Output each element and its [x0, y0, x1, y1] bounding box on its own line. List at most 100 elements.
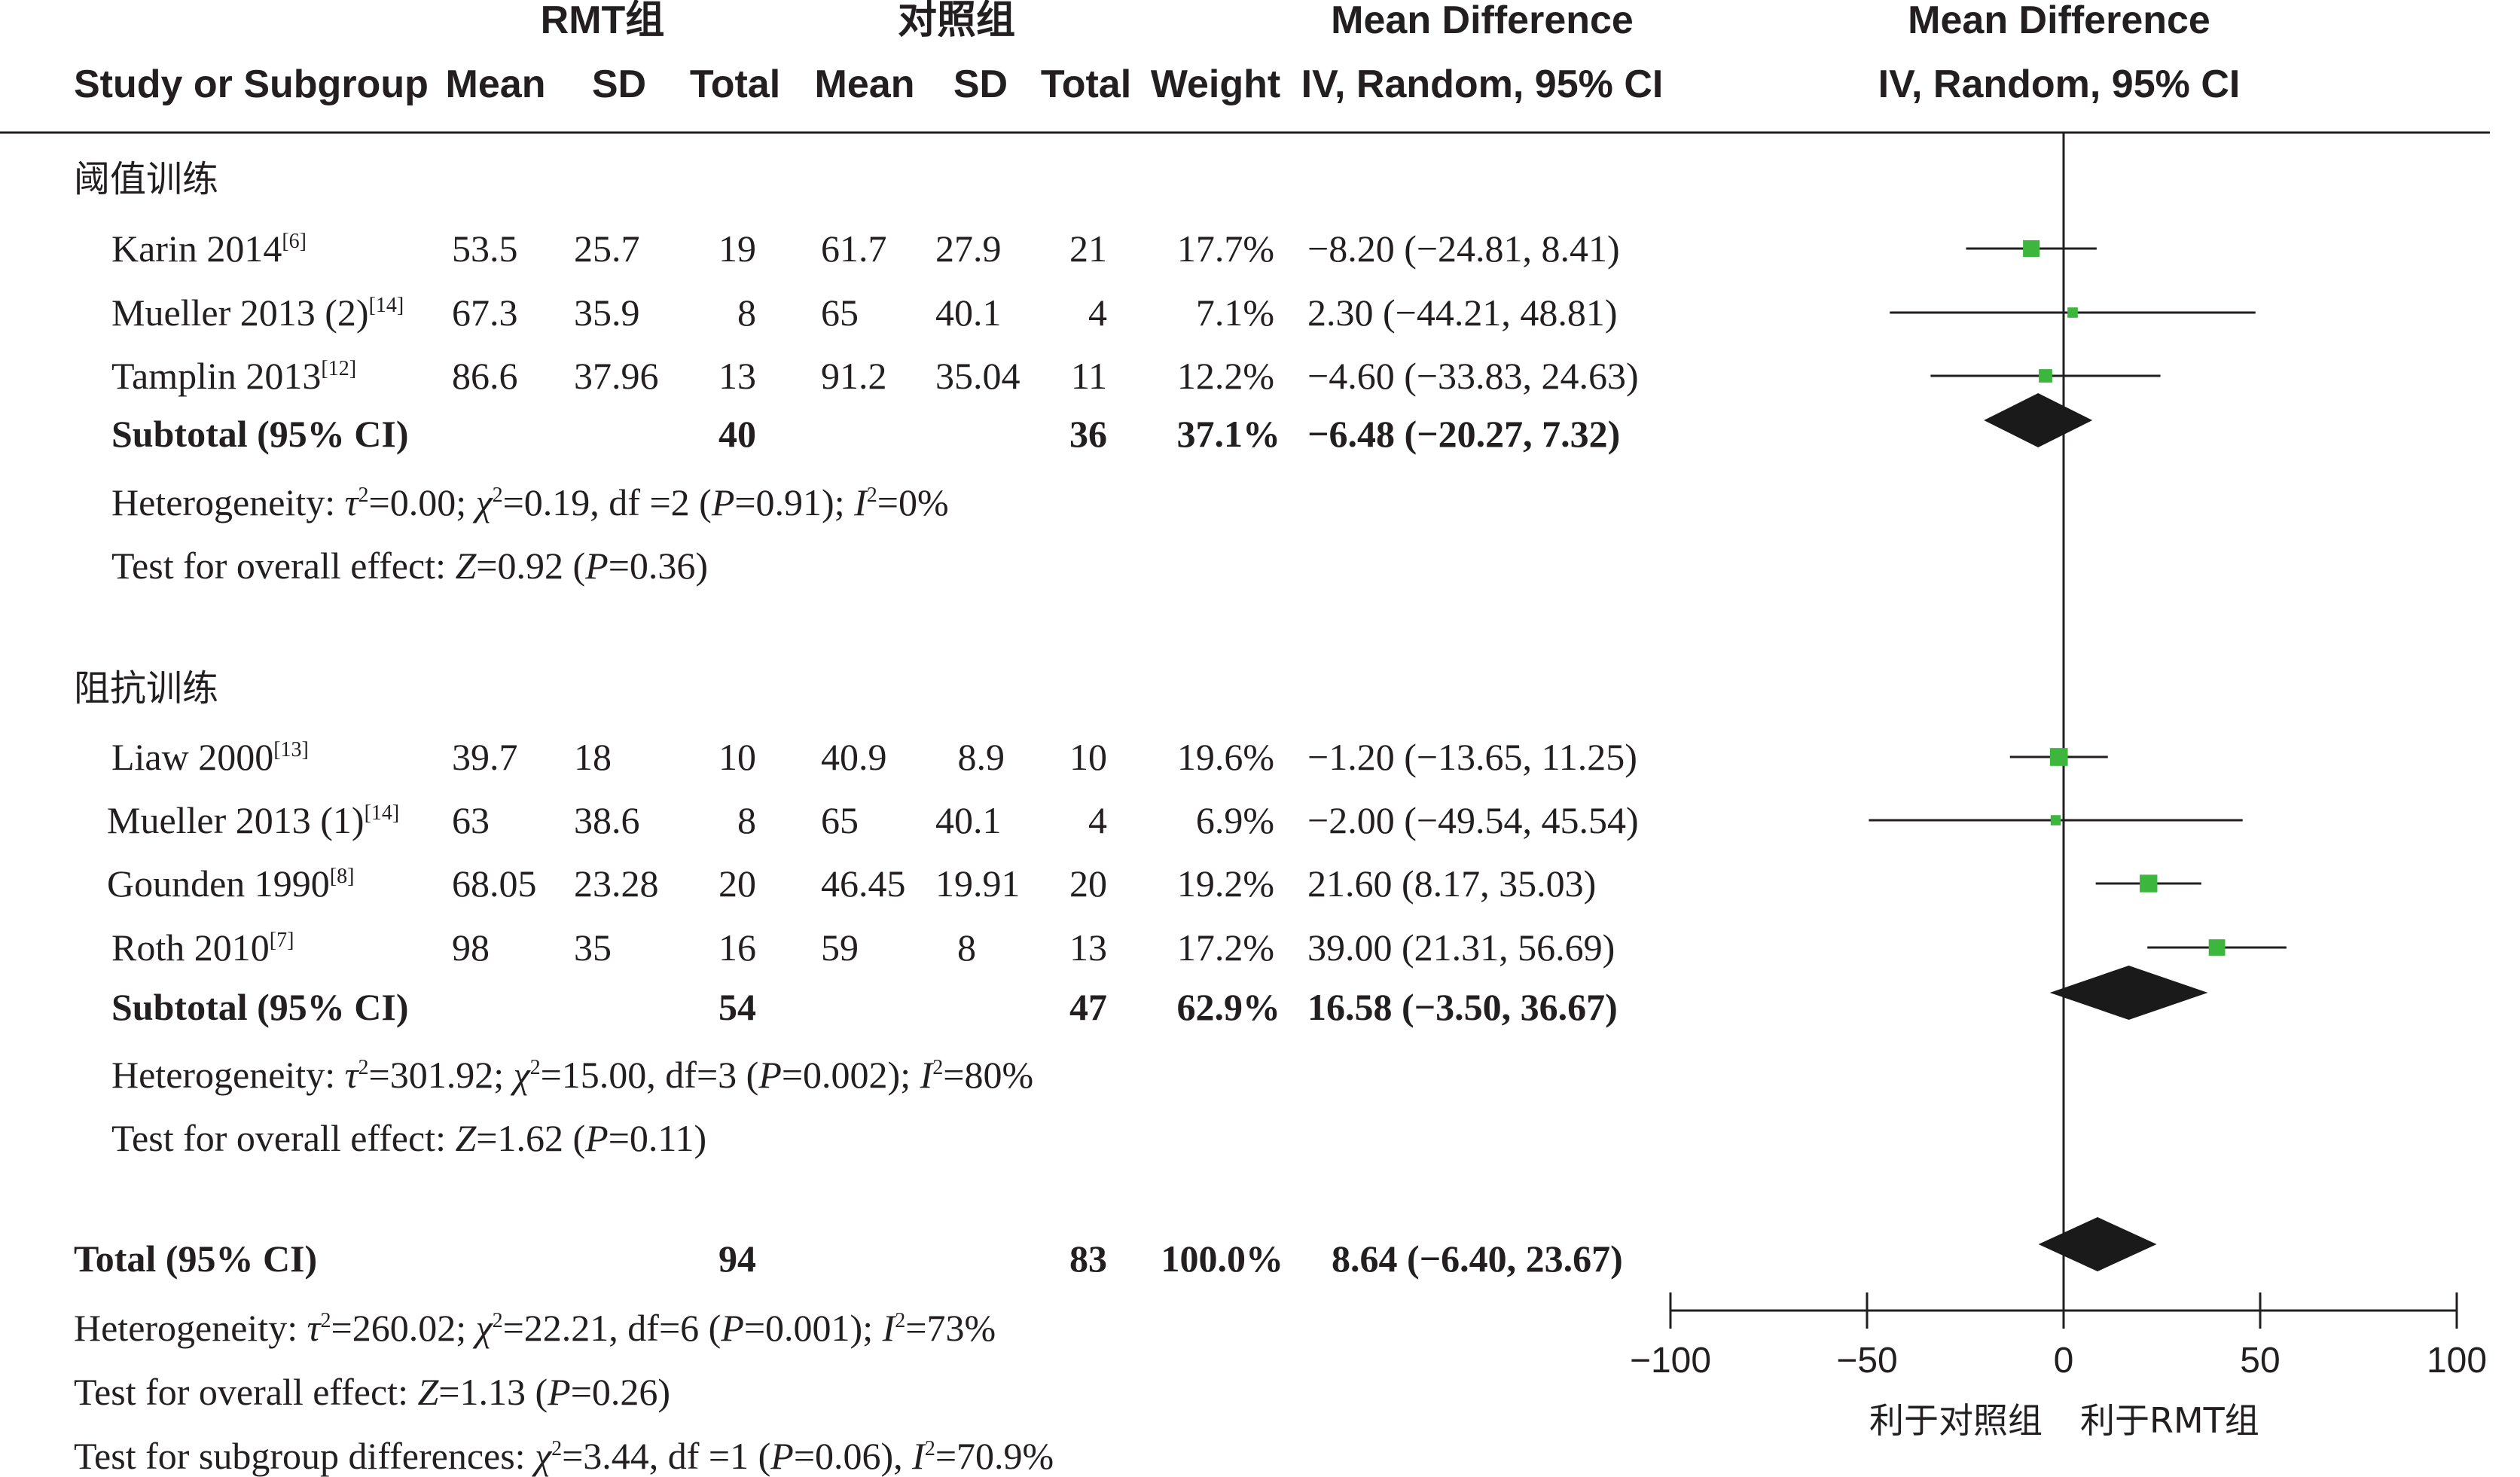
sd1-cell: 23.28: [574, 862, 659, 905]
mean1-cell: 68.05: [452, 862, 537, 905]
table-row: Roth 2010[7] 98 35 16 59 8 13 17.2% 39.0…: [111, 926, 1615, 969]
sd1-cell: 25.7: [574, 227, 640, 270]
ci-cell: 16.58 (−3.50, 36.67): [1307, 986, 1618, 1028]
weight-cell: 62.9%: [1177, 986, 1281, 1028]
heterogeneity-text: Heterogeneity: τ2=260.02; χ2=22.21, df=6…: [74, 1307, 996, 1349]
table-row: Mueller 2013 (2)[14] 67.3 35.9 8 65 40.1…: [111, 291, 1618, 334]
sd2-cell: 40.1: [935, 291, 1002, 334]
total2-cell: 4: [1088, 291, 1107, 334]
total2-cell: 83: [1069, 1237, 1107, 1280]
overall-effect-text: Test for overall effect: Z=0.92 (P=0.36): [111, 545, 708, 587]
study-effect-marker: [2050, 815, 2061, 825]
sd2-cell: 8.9: [958, 736, 1005, 778]
x-axis-tick-label: 100: [2427, 1341, 2487, 1381]
total1-cell: 13: [718, 355, 756, 397]
x-axis-tick-label: −50: [1836, 1341, 1897, 1381]
heterogeneity-text: Heterogeneity: τ2=301.92; χ2=15.00, df=3…: [111, 1054, 1033, 1096]
ci-cell: 8.64 (−6.40, 23.67): [1332, 1237, 1623, 1280]
sd1-cell: 37.96: [574, 355, 659, 397]
total1-cell: 20: [718, 862, 756, 905]
total2-cell: 11: [1071, 355, 1107, 397]
sd2-cell: 35.04: [935, 355, 1021, 397]
sd2-cell: 19.91: [935, 862, 1021, 905]
group2-title: 对照组: [898, 0, 1015, 42]
weight-cell: 17.2%: [1177, 926, 1274, 969]
total-section: Total (95% CI) 94 83 100.0% 8.64 (−6.40,…: [74, 1237, 1623, 1477]
study-label: Mueller 2013 (2)[14]: [111, 291, 404, 334]
col-header-plot: IV, Random, 95% CI: [1878, 63, 2241, 106]
table-row: Mueller 2013 (1)[14] 63 38.6 8 65 40.1 4…: [107, 799, 1639, 841]
pooled-effect-diamond: [2049, 966, 2208, 1020]
study-label: Tamplin 2013[12]: [111, 355, 356, 397]
ci-cell: 2.30 (−44.21, 48.81): [1307, 291, 1618, 334]
table-row: Tamplin 2013[12] 86.6 37.96 13 91.2 35.0…: [111, 355, 1639, 397]
mean2-cell: 40.9: [821, 736, 887, 778]
total2-cell: 4: [1088, 799, 1107, 841]
subtotal-row: Subtotal (95% CI) 54 47 62.9% 16.58 (−3.…: [111, 986, 1618, 1028]
ci-cell: 21.60 (8.17, 35.03): [1307, 862, 1596, 905]
x-axis-tick-label: 50: [2240, 1341, 2280, 1381]
forest-plot-marks: [1869, 240, 2287, 1271]
total2-cell: 20: [1069, 862, 1107, 905]
sd2-cell: 40.1: [935, 799, 1002, 841]
total1-cell: 8: [737, 291, 756, 334]
subgroup-differences-text: Test for subgroup differences: χ2=3.44, …: [74, 1435, 1054, 1477]
x-axis-ticks: −100 −50 0 50 100: [1630, 1292, 2487, 1381]
mean2-cell: 46.45: [821, 862, 906, 905]
x-axis-tick-label: −100: [1630, 1341, 1711, 1381]
favors-labels: 利于对照组 利于RMT组: [1869, 1400, 2259, 1441]
subgroup-2: 阻抗训练 Liaw 2000[13] 39.7 18 10 40.9 8.9 1…: [74, 667, 1639, 1159]
table-row: Gounden 1990[8] 68.05 23.28 20 46.45 19.…: [107, 862, 1596, 905]
total2-cell: 21: [1069, 227, 1107, 270]
total-row: Total (95% CI) 94 83 100.0% 8.64 (−6.40,…: [74, 1237, 1623, 1280]
sd2-cell: 27.9: [935, 227, 1002, 270]
mean1-cell: 39.7: [452, 736, 518, 778]
group1-title: RMT组: [541, 0, 665, 42]
total2-cell: 36: [1069, 413, 1107, 455]
mean1-cell: 67.3: [452, 291, 518, 334]
col-header-mean1: Mean: [446, 63, 546, 106]
sd2-cell: 8: [957, 926, 976, 969]
weight-cell: 100.0%: [1161, 1237, 1284, 1280]
total2-cell: 10: [1069, 736, 1107, 778]
table-header: RMT组 对照组 Mean Difference Mean Difference…: [0, 0, 2490, 134]
study-effect-marker: [2039, 369, 2052, 383]
total1-cell: 16: [718, 926, 756, 969]
mean1-cell: 63: [452, 799, 490, 841]
total1-cell: 40: [718, 413, 756, 455]
heterogeneity-text: Heterogeneity: τ2=0.00; χ2=0.19, df =2 (…: [111, 481, 949, 523]
study-label: Mueller 2013 (1)[14]: [107, 799, 399, 841]
mean2-cell: 65: [821, 291, 859, 334]
total1-cell: 8: [737, 799, 756, 841]
effect-column-title: Mean Difference: [1331, 0, 1634, 42]
ci-cell: −8.20 (−24.81, 8.41): [1307, 227, 1620, 270]
sd1-cell: 38.6: [574, 799, 640, 841]
mean2-cell: 61.7: [821, 227, 887, 270]
overall-effect-text: Test for overall effect: Z=1.13 (P=0.26): [74, 1371, 670, 1413]
subgroup-1: 阈值训练 Karin 2014[6] 53.5 25.7 19 61.7 27.…: [74, 158, 1639, 587]
col-header-mean2: Mean: [815, 63, 915, 106]
sd1-cell: 18: [574, 736, 612, 778]
ci-cell: 39.00 (21.31, 56.69): [1307, 926, 1615, 969]
forest-plot-area: [1670, 133, 2457, 1312]
total1-cell: 94: [718, 1237, 756, 1280]
subtotal-label: Subtotal (95% CI): [111, 986, 408, 1028]
study-effect-marker: [2067, 307, 2078, 318]
sd1-cell: 35.9: [574, 291, 640, 334]
weight-cell: 17.7%: [1177, 227, 1274, 270]
pooled-effect-diamond: [1984, 393, 2093, 447]
subtotal-label: Subtotal (95% CI): [111, 413, 408, 455]
col-header-total1: Total: [690, 63, 780, 106]
weight-cell: 37.1%: [1177, 413, 1281, 455]
mean2-cell: 65: [821, 799, 859, 841]
total-label: Total (95% CI): [74, 1237, 317, 1280]
overall-effect-text: Test for overall effect: Z=1.62 (P=0.11): [111, 1117, 706, 1159]
ci-cell: −6.48 (−20.27, 7.32): [1307, 413, 1620, 455]
mean2-cell: 91.2: [821, 355, 887, 397]
mean1-cell: 98: [452, 926, 490, 969]
subgroup-heading: 阈值训练: [74, 158, 218, 200]
subgroup-heading: 阻抗训练: [74, 667, 218, 710]
ci-cell: −1.20 (−13.65, 11.25): [1307, 736, 1637, 778]
total2-cell: 13: [1069, 926, 1107, 969]
